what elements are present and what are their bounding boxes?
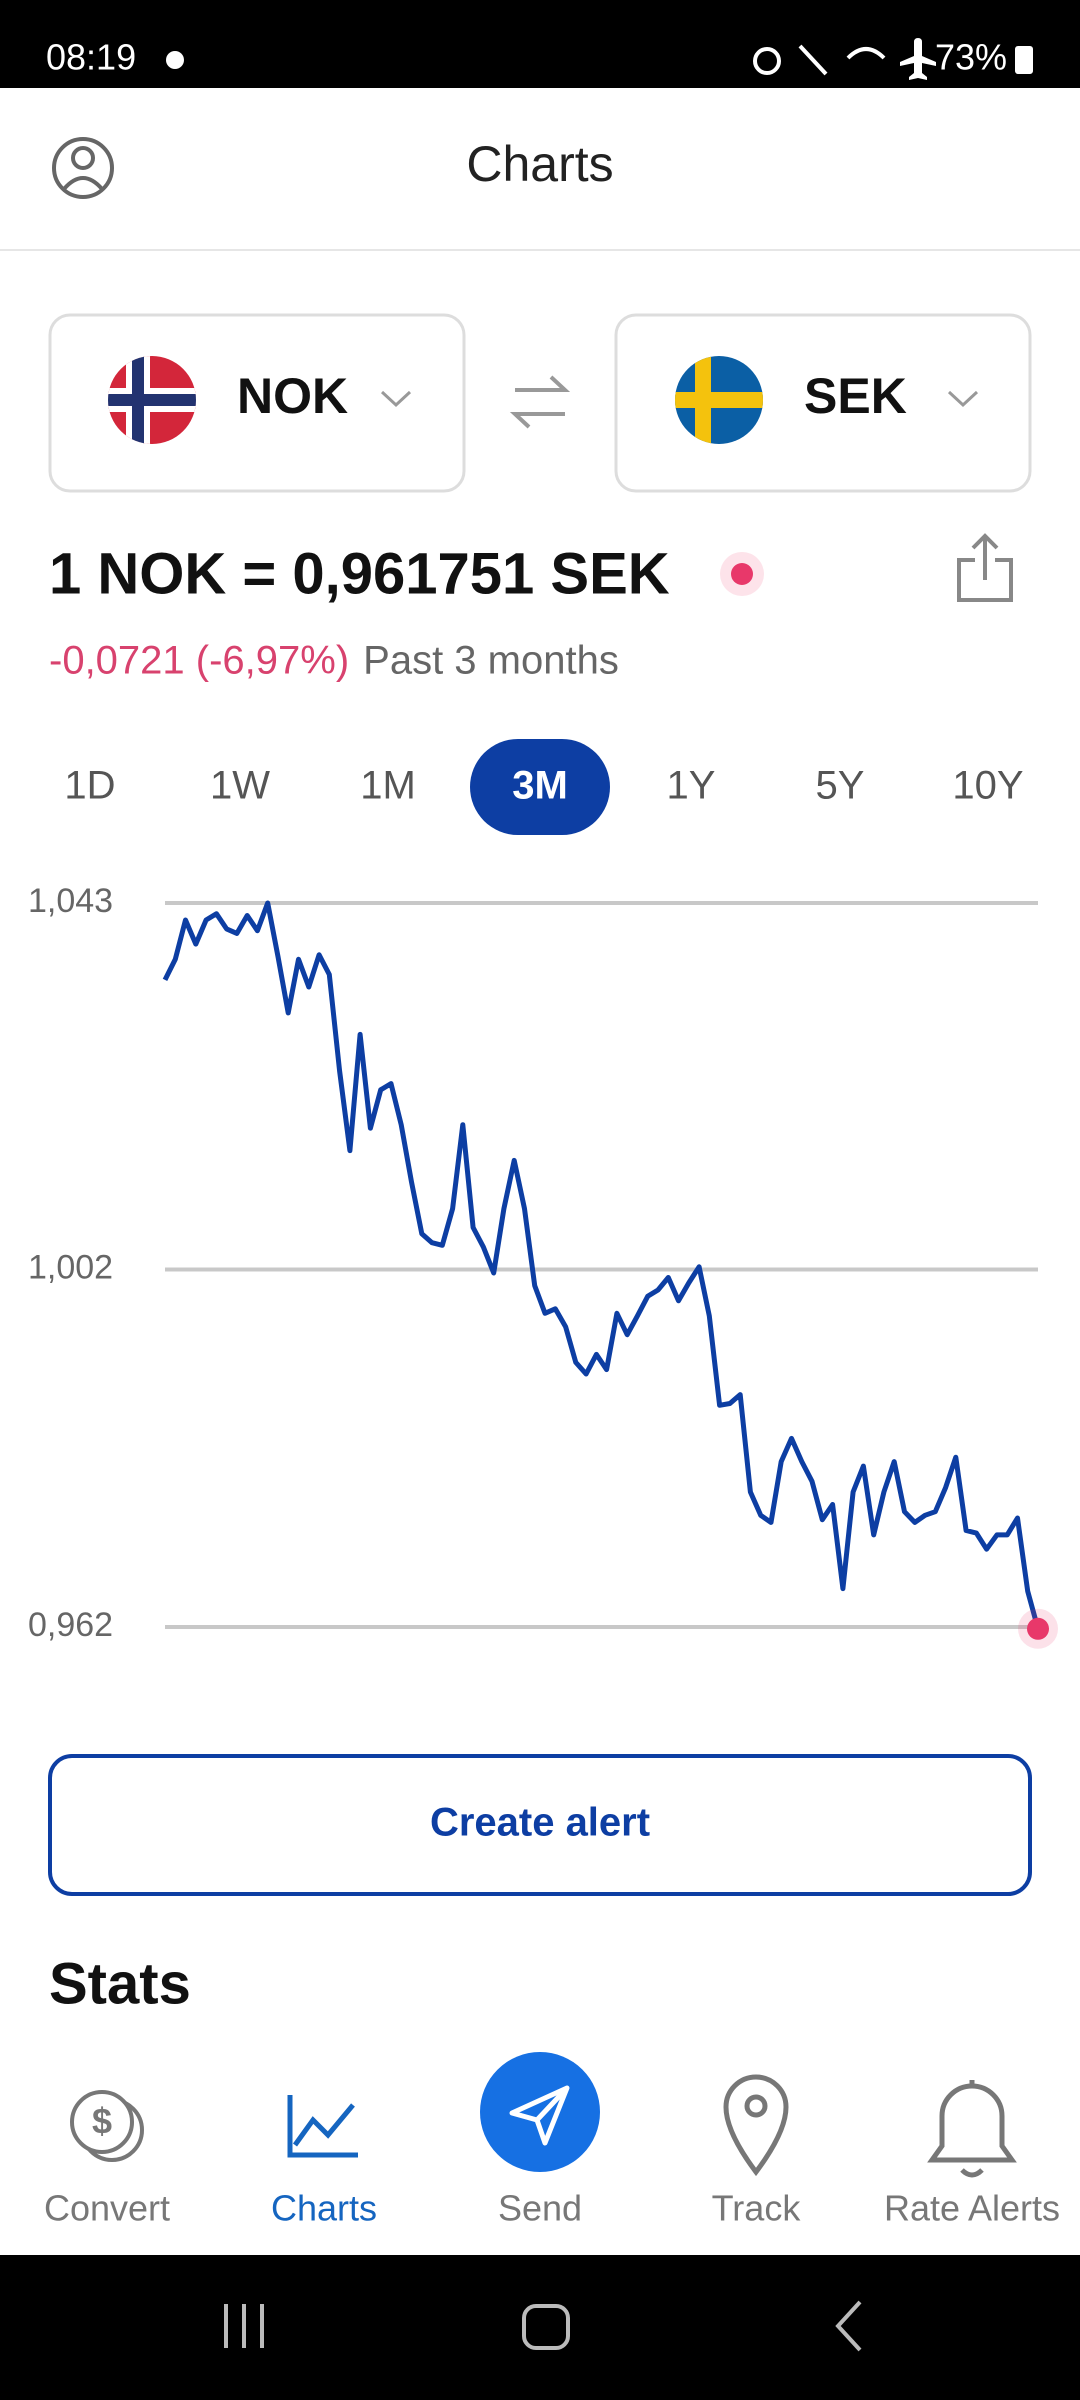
rate-period: Past 3 months [363, 639, 619, 683]
create-alert-button[interactable]: Create alert [48, 1754, 1032, 1896]
status-battery: 73% [935, 37, 1007, 78]
y-tick-label: 1,043 [28, 882, 113, 920]
current-rate-dot [1027, 1617, 1049, 1640]
to-currency-code: SEK [804, 368, 907, 424]
nav-label[interactable]: Rate Alerts [884, 2188, 1060, 2229]
status-icons [166, 38, 1033, 80]
swap-button[interactable] [509, 375, 571, 429]
y-tick-label: 0,962 [28, 1606, 113, 1644]
nav-label[interactable]: Send [498, 2188, 582, 2229]
period-tab[interactable]: 10Y [952, 764, 1023, 808]
charts-icon [287, 2095, 358, 2158]
profile-button[interactable] [52, 137, 114, 199]
selected-period-pill [470, 739, 610, 835]
system-nav [0, 2255, 1080, 2400]
system-nav-buttons[interactable] [224, 2300, 862, 2352]
nav-label[interactable]: Convert [44, 2188, 170, 2229]
share-button[interactable] [957, 533, 1013, 602]
from-currency-select[interactable]: NOK [48, 313, 466, 493]
period-tab[interactable]: 1Y [667, 764, 716, 808]
live-indicator [731, 563, 753, 585]
convert-icon: $ [70, 2090, 144, 2162]
svg-text:$: $ [92, 2101, 112, 2142]
period-tab[interactable]: 3M [512, 764, 568, 808]
send-icon [509, 2085, 570, 2146]
status-time: 08:19 [46, 37, 136, 78]
rate-alerts-icon [927, 2080, 1017, 2178]
rate-change: -0,0721 (-6,97%) [49, 639, 349, 683]
rate-text: 1 NOK = 0,961751 SEK [49, 541, 670, 606]
stats-title: Stats [49, 1951, 191, 2016]
create-alert-label: Create alert [430, 1801, 650, 1845]
period-tab[interactable]: 1M [360, 764, 416, 808]
header-title: Charts [466, 136, 613, 192]
rate-line [162, 900, 1041, 1630]
to-currency-select[interactable]: SEK [614, 313, 1032, 493]
nav-label[interactable]: Charts [271, 2188, 377, 2229]
period-tab[interactable]: 1W [210, 764, 270, 808]
nav-label[interactable]: Track [712, 2188, 802, 2229]
status-bar [0, 0, 1080, 88]
period-tab[interactable]: 5Y [816, 764, 865, 808]
period-tab[interactable]: 1D [64, 764, 115, 808]
y-tick-label: 1,002 [28, 1248, 113, 1286]
send-button-bg [480, 2052, 600, 2172]
track-icon [723, 2074, 789, 2177]
from-currency-code: NOK [237, 368, 348, 424]
